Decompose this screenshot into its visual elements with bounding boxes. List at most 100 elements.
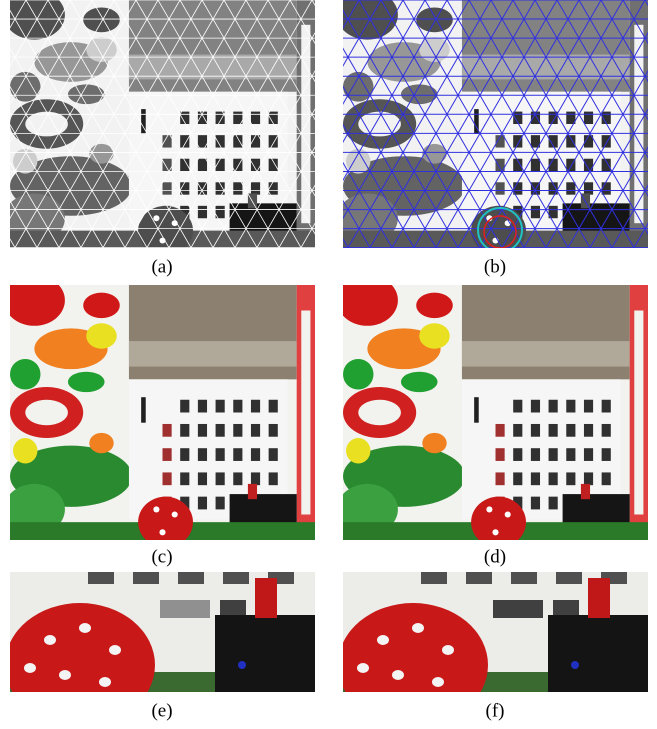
calendar-number: [602, 400, 611, 413]
border: [301, 311, 310, 515]
calendar-number: [549, 472, 558, 485]
calendar-number: [198, 497, 207, 510]
calendar-number: [163, 448, 172, 461]
calendar-number: [531, 448, 540, 461]
calendar-number: [251, 112, 260, 124]
calendar-number: [251, 424, 260, 437]
calendar-number: [198, 472, 207, 485]
calendar-number: [163, 182, 172, 194]
ball-dot: [99, 677, 111, 687]
blob: [416, 293, 453, 319]
ball-dot: [442, 645, 454, 655]
caption: (b): [484, 256, 506, 277]
calendar-month: [141, 397, 146, 423]
calendar-number: [496, 448, 505, 461]
photo: [462, 341, 630, 367]
calendar-number: [251, 400, 260, 413]
blob: [89, 433, 113, 453]
calendar-number: [216, 472, 225, 485]
calendar-number: [251, 182, 260, 194]
train-light: [571, 661, 579, 669]
calendar-number: [513, 472, 522, 485]
calendar-number: [180, 472, 189, 485]
train-chimney: [588, 578, 610, 618]
blob: [346, 438, 370, 464]
train: [548, 615, 648, 692]
calendar-number: [198, 400, 207, 413]
calendar-number: [269, 135, 278, 147]
ball-dot: [486, 506, 492, 512]
calendar-number: [198, 424, 207, 437]
calendar-number: [493, 600, 543, 618]
calendar-number: [269, 472, 278, 485]
calendar-number: [584, 400, 593, 413]
train-light: [238, 661, 246, 669]
blob: [419, 323, 450, 349]
calendar-number: [602, 182, 611, 194]
calendar-number: [566, 400, 575, 413]
blob: [83, 293, 120, 319]
calendar-number: [531, 472, 540, 485]
ball-dot: [492, 529, 498, 535]
photo: [129, 341, 297, 367]
calendar-number: [163, 424, 172, 437]
calendar-number: [496, 424, 505, 437]
calendar-number: [602, 472, 611, 485]
calendar-number: [269, 400, 278, 413]
train: [248, 484, 257, 499]
calendar-number: [496, 182, 505, 194]
calendar-number: [160, 600, 210, 618]
ball-dot: [412, 623, 424, 633]
ball-dot: [377, 635, 389, 645]
calendar-number: [602, 424, 611, 437]
calendar-number: [180, 135, 189, 147]
blob: [86, 323, 117, 349]
ball-dot: [24, 663, 36, 673]
blob: [68, 372, 105, 392]
caption: (a): [151, 256, 172, 277]
mesh-line: [0, 0, 4, 248]
ball-dot: [109, 645, 121, 655]
ball-dot: [357, 663, 369, 673]
ball-dot: [79, 623, 91, 633]
calendar-number: [549, 400, 558, 413]
caption: (d): [484, 546, 506, 567]
ball-dot: [59, 670, 71, 680]
calendar-number: [496, 472, 505, 485]
calendar-number: [513, 448, 522, 461]
calendar-number: [531, 206, 540, 218]
calendar-number: [233, 472, 242, 485]
calendar-number: [511, 572, 537, 584]
calendar-number: [216, 400, 225, 413]
ball: [138, 497, 193, 548]
calendar-number: [466, 572, 492, 584]
calendar-number: [180, 424, 189, 437]
train: [581, 484, 590, 499]
panels: [0, 0, 657, 727]
calendar-number: [549, 497, 558, 510]
calendar-number: [198, 206, 207, 218]
border: [634, 311, 643, 515]
panel-image: [4, 275, 315, 548]
blob: [401, 372, 438, 392]
calendar-number: [233, 182, 242, 194]
calendar-number: [584, 112, 593, 124]
blob: [13, 438, 37, 464]
calendar-number: [531, 159, 540, 171]
calendar-number: [251, 448, 260, 461]
ball-dot: [505, 511, 511, 517]
blob: [25, 400, 68, 426]
calendar-number: [531, 424, 540, 437]
calendar-number: [513, 135, 522, 147]
panel-image: [337, 275, 648, 548]
calendar-number: [269, 159, 278, 171]
calendar-number: [549, 424, 558, 437]
blob: [416, 7, 453, 32]
ball-dot: [392, 670, 404, 680]
ball-dot: [153, 215, 159, 221]
calendar-number: [269, 424, 278, 437]
calendar-number: [566, 135, 575, 147]
calendar-number: [216, 497, 225, 510]
calendar-number: [566, 182, 575, 194]
calendar-number: [216, 448, 225, 461]
